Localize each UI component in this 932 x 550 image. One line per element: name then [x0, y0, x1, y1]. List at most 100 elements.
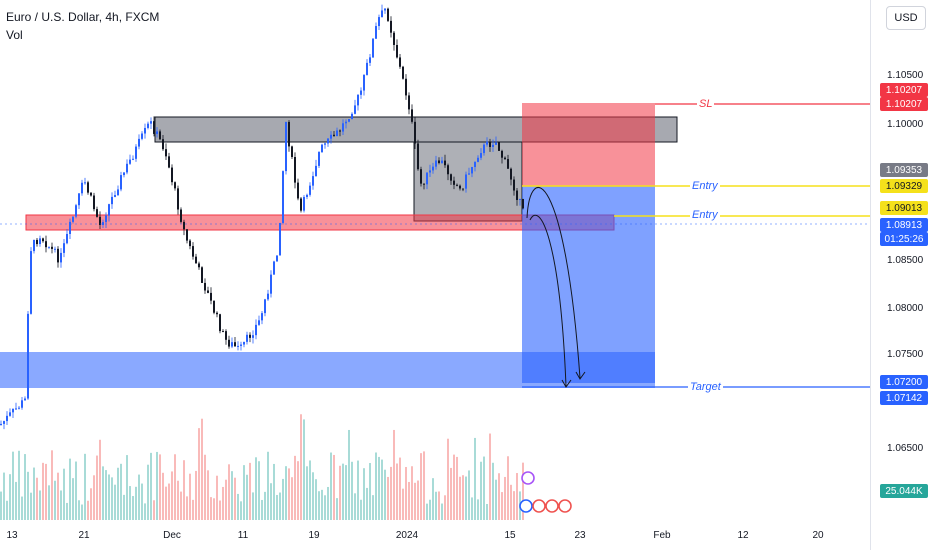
volume-bar: [234, 477, 236, 520]
volume-bar: [264, 491, 266, 520]
volume-bar: [282, 478, 284, 520]
candle-body: [456, 184, 458, 186]
volume-bar: [441, 503, 443, 520]
volume-bar: [21, 496, 23, 520]
volume-bar: [435, 491, 437, 520]
volume-bar: [66, 502, 68, 520]
candle-body: [255, 324, 257, 336]
volume-bar: [105, 470, 107, 520]
volume-bar: [123, 494, 125, 520]
volume-bar: [288, 468, 290, 520]
volume-bar: [243, 465, 245, 520]
volume-bar: [486, 503, 488, 520]
candle-body: [432, 166, 434, 171]
volume-bar: [60, 490, 62, 520]
candle-body: [147, 123, 149, 128]
volume-bar: [420, 453, 422, 520]
entry-price-tag: 1.09013: [880, 201, 928, 215]
candle-body: [186, 229, 188, 241]
volume-bar: [417, 480, 419, 520]
volume-bar: [261, 499, 263, 520]
time-tick: 12: [737, 530, 749, 541]
candle-body: [270, 274, 272, 294]
volume-bar: [150, 452, 152, 520]
volume-bar: [87, 500, 89, 520]
candle-body: [24, 398, 26, 401]
currency-button[interactable]: USD: [886, 6, 926, 30]
candle-body: [78, 193, 80, 206]
volume-bar: [324, 495, 326, 520]
volume-bar: [429, 499, 431, 520]
candle-body: [507, 159, 509, 169]
candle-body: [438, 160, 440, 164]
candle-body: [144, 127, 146, 134]
candle-body: [489, 141, 491, 147]
volume-bar: [396, 463, 398, 520]
volume-bar: [231, 471, 233, 520]
candle-body: [300, 198, 302, 211]
volume-bar: [384, 469, 386, 520]
candle-body: [441, 160, 443, 164]
candle-body: [96, 209, 98, 217]
time-tick: Dec: [163, 530, 181, 541]
candle-body: [60, 252, 62, 263]
volume-bar: [339, 465, 341, 520]
candle-body: [246, 334, 248, 342]
volume-bar: [0, 491, 2, 520]
chart-canvas[interactable]: [0, 0, 870, 550]
volume-bar: [483, 456, 485, 520]
candle-body: [225, 331, 227, 340]
candle-body: [171, 167, 173, 183]
volume-bar: [390, 466, 392, 520]
volume-bar: [405, 466, 407, 520]
volume-bar: [90, 488, 92, 520]
volume-indicator-label[interactable]: Vol: [6, 28, 23, 42]
candle-body: [3, 421, 5, 424]
volume-bar: [81, 504, 83, 520]
candle-body: [411, 109, 413, 122]
candle-body: [297, 182, 299, 199]
volume-bar: [162, 472, 164, 520]
candle-body: [276, 255, 278, 262]
candle-body: [204, 282, 206, 291]
candle-body: [45, 241, 47, 248]
volume-bar: [378, 456, 380, 520]
economic-event-icon: [558, 499, 572, 513]
candle-body: [228, 339, 230, 347]
volume-bar: [126, 455, 128, 520]
volume-bar: [129, 486, 131, 520]
price-tick: 1.06500: [887, 443, 924, 454]
candle-body: [12, 408, 14, 413]
volume-bar: [171, 471, 173, 520]
candle-body: [33, 239, 35, 252]
candle-body: [327, 138, 329, 144]
volume-bar: [345, 465, 347, 520]
volume-bar: [294, 455, 296, 520]
candle-body: [267, 293, 269, 300]
volume-bar: [330, 452, 332, 520]
volume-bar: [51, 450, 53, 520]
volume-bar: [366, 487, 368, 520]
volume-bar: [246, 474, 248, 520]
volume-bar: [336, 498, 338, 520]
volume-bar: [453, 454, 455, 520]
candle-body: [429, 170, 431, 173]
volume-bar: [327, 486, 329, 520]
price-tick: 1.10500: [887, 70, 924, 81]
volume-bar: [18, 450, 20, 520]
candle-body: [48, 246, 50, 248]
volume-bar: [183, 460, 185, 520]
candle-body: [354, 105, 356, 114]
candle-body: [111, 196, 113, 205]
candle-body: [417, 143, 419, 170]
candle-body: [375, 26, 377, 39]
candle-body: [261, 313, 263, 321]
candle-body: [156, 131, 158, 134]
candle-body: [141, 133, 143, 139]
candle-body: [309, 185, 311, 195]
candle-body: [207, 290, 209, 293]
current-price-tag: 1.08913: [880, 218, 928, 232]
candle-body: [351, 113, 353, 120]
candle-body: [219, 314, 221, 332]
volume-bar: [279, 492, 281, 520]
